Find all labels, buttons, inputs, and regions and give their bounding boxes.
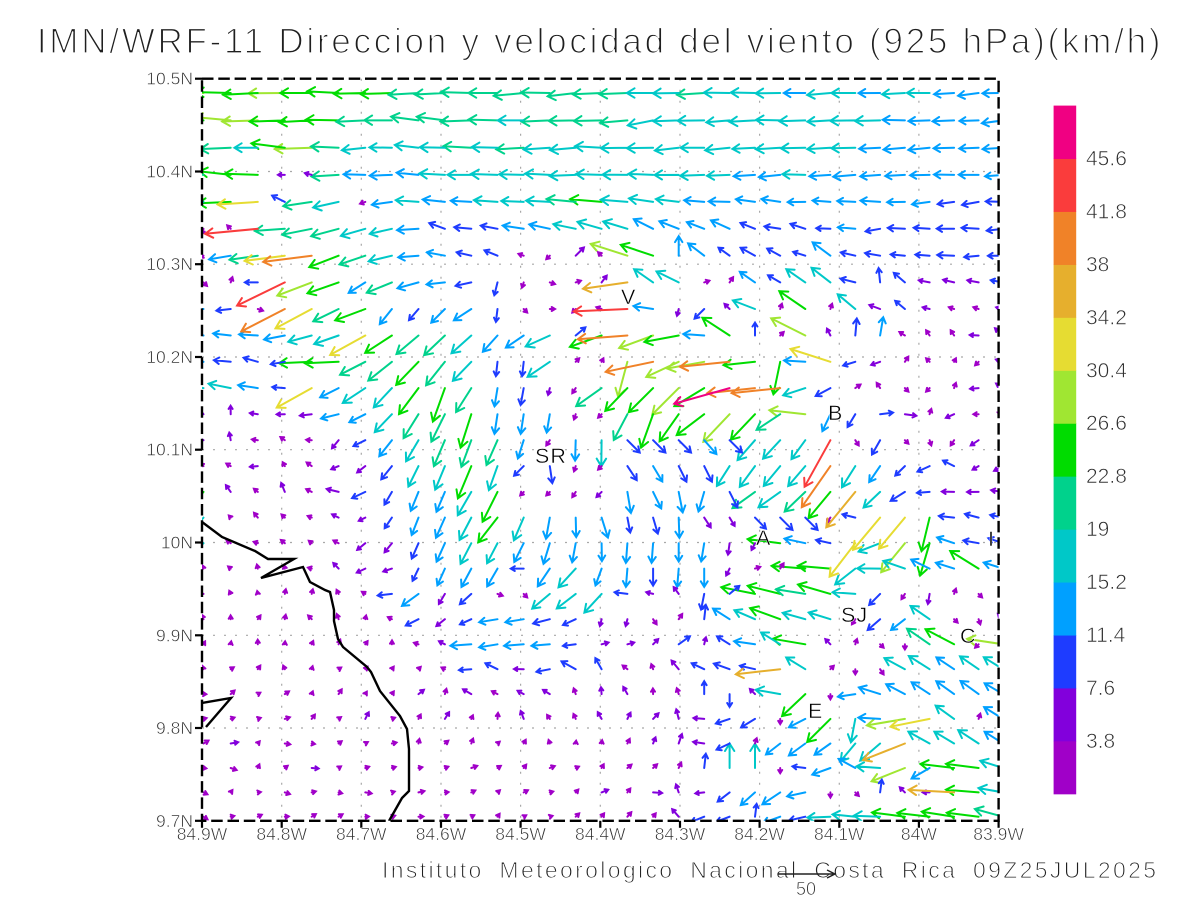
svg-text:84.4W: 84.4W: [575, 824, 626, 844]
svg-text:3.8: 3.8: [1086, 730, 1115, 753]
svg-text:26.6: 26.6: [1086, 412, 1127, 435]
svg-text:84.9W: 84.9W: [177, 824, 228, 844]
svg-text:10.1N: 10.1N: [146, 440, 193, 460]
svg-text:9.7N: 9.7N: [156, 811, 193, 831]
svg-text:84.1W: 84.1W: [814, 824, 865, 844]
svg-text:10.3N: 10.3N: [146, 254, 193, 274]
svg-text:I: I: [988, 527, 995, 551]
svg-text:SR: SR: [535, 444, 567, 468]
svg-text:84.2W: 84.2W: [734, 824, 785, 844]
svg-text:B: B: [828, 401, 843, 425]
svg-text:83.9W: 83.9W: [973, 824, 1024, 844]
svg-text:84.5W: 84.5W: [495, 824, 546, 844]
svg-text:10.5N: 10.5N: [146, 69, 193, 89]
svg-text:84.8W: 84.8W: [256, 824, 307, 844]
svg-text:10N: 10N: [161, 533, 193, 553]
svg-text:50: 50: [796, 879, 816, 899]
svg-text:A: A: [756, 526, 771, 550]
svg-text:E: E: [808, 699, 823, 723]
svg-text:84W: 84W: [901, 824, 937, 844]
svg-text:Instituto Meteorologico Nacion: Instituto Meteorologico Nacional Costa R…: [382, 857, 1158, 883]
svg-text:38: 38: [1086, 253, 1109, 276]
svg-text:41.8: 41.8: [1086, 201, 1127, 224]
svg-text:9.9N: 9.9N: [156, 625, 193, 645]
svg-text:19: 19: [1086, 518, 1109, 541]
svg-text:10.4N: 10.4N: [146, 162, 193, 182]
svg-text:IMN/WRF-11 Direccion y velocid: IMN/WRF-11 Direccion y velocidad del vie…: [37, 22, 1163, 61]
svg-text:84.6W: 84.6W: [416, 824, 467, 844]
svg-text:30.4: 30.4: [1086, 359, 1127, 382]
svg-text:84.3W: 84.3W: [655, 824, 706, 844]
svg-text:45.6: 45.6: [1086, 148, 1127, 171]
svg-text:11.4: 11.4: [1086, 624, 1126, 647]
svg-text:7.6: 7.6: [1086, 677, 1115, 700]
svg-text:9.8N: 9.8N: [156, 718, 193, 738]
svg-text:V: V: [621, 285, 636, 309]
svg-text:15.2: 15.2: [1086, 571, 1127, 594]
svg-text:22.8: 22.8: [1086, 465, 1127, 488]
svg-text:34.2: 34.2: [1086, 306, 1127, 329]
svg-text:SJ: SJ: [841, 603, 868, 627]
svg-text:10.2N: 10.2N: [146, 347, 193, 367]
svg-text:C: C: [960, 624, 977, 648]
svg-text:84.7W: 84.7W: [336, 824, 387, 844]
